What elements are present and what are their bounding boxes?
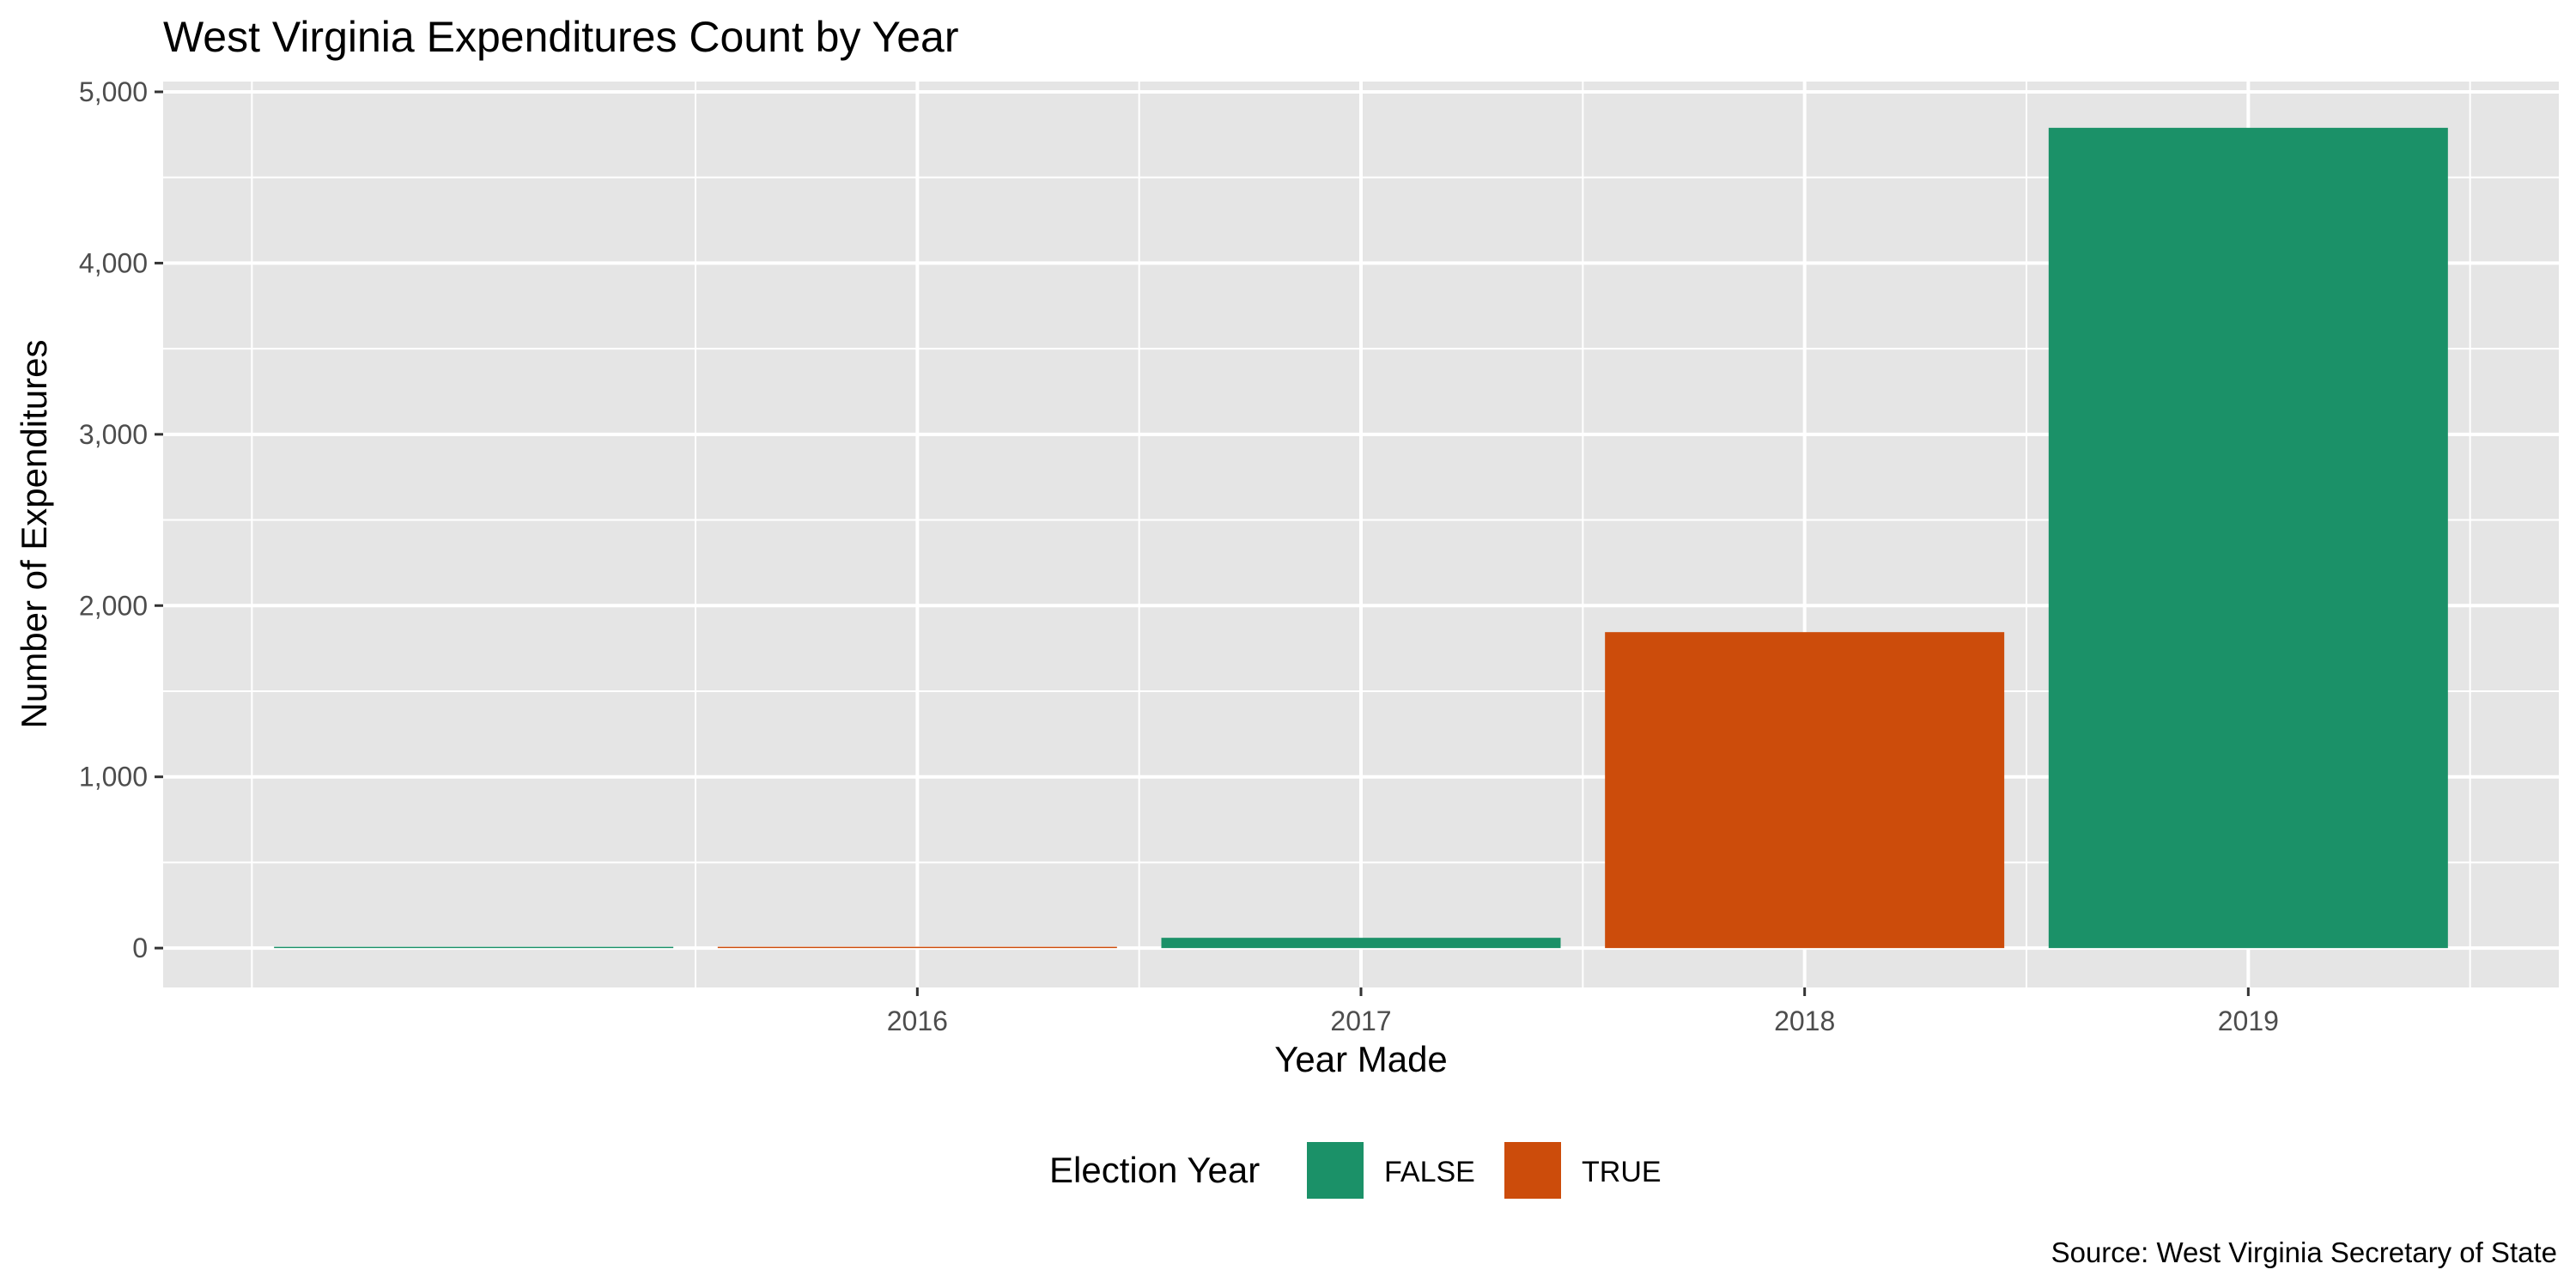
y-axis: 0 1,000 2,000 3,000 4,000 5,000 [79,76,163,963]
bars [274,127,2448,949]
y-tick-label: 4,000 [79,247,148,278]
y-axis-title: Number of Expenditures [14,340,54,729]
bar-2015 [274,946,674,949]
x-tick-label: 2016 [887,1005,948,1036]
legend-key-false [1307,1142,1364,1199]
y-tick-label: 5,000 [79,76,148,107]
bar-2016 [717,946,1117,949]
legend-label-true: TRUE [1582,1156,1662,1188]
chart-caption: Source: West Virginia Secretary of State [2051,1236,2557,1268]
x-axis: 2016 2017 2018 2019 [887,987,2279,1036]
x-tick-label: 2017 [1330,1005,1391,1036]
y-tick-label: 1,000 [79,762,148,793]
bar-2017 [1161,938,1561,949]
y-tick-label: 2,000 [79,590,148,621]
legend-key-true [1504,1142,1561,1199]
x-tick-label: 2019 [2218,1005,2279,1036]
legend-title: Election Year [1049,1150,1260,1190]
legend-label-false: FALSE [1384,1156,1475,1188]
chart-title: West Virginia Expenditures Count by Year [163,13,959,61]
x-tick-label: 2018 [1774,1005,1835,1036]
x-axis-title: Year Made [1274,1039,1448,1079]
y-tick-label: 0 [132,933,148,963]
bar-2018 [1605,632,2005,949]
y-tick-label: 3,000 [79,419,148,450]
bar-2019 [2048,127,2448,949]
legend: Election Year FALSE TRUE [1049,1142,1662,1199]
